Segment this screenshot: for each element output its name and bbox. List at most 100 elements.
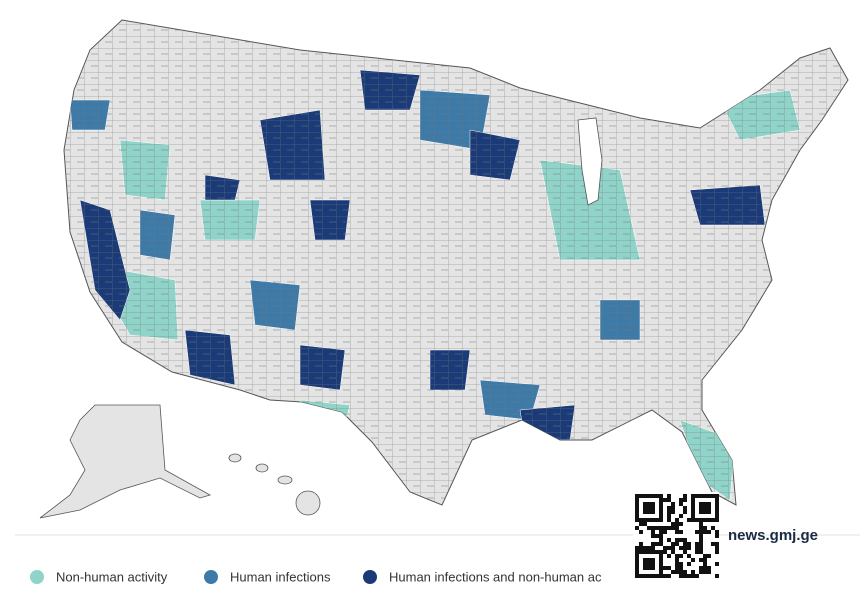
qr-module xyxy=(671,550,675,554)
qr-module xyxy=(667,518,671,522)
qr-module xyxy=(667,498,671,502)
qr-module xyxy=(651,502,655,506)
qr-module xyxy=(679,514,683,518)
qr-module xyxy=(635,498,639,502)
qr-module xyxy=(643,518,647,522)
qr-module xyxy=(651,558,655,562)
qr-module xyxy=(679,546,683,550)
qr-module xyxy=(675,526,679,530)
qr-module xyxy=(687,546,691,550)
qr-module xyxy=(647,506,651,510)
qr-module xyxy=(667,566,671,570)
qr-module xyxy=(663,530,667,534)
qr-module xyxy=(675,558,679,562)
qr-module xyxy=(659,506,663,510)
qr-module xyxy=(671,546,675,550)
qr-module xyxy=(643,510,647,514)
qr-module xyxy=(687,562,691,566)
qr-module xyxy=(659,562,663,566)
qr-module xyxy=(699,526,703,530)
qr-module xyxy=(715,574,719,578)
qr-module xyxy=(643,558,647,562)
qr-module xyxy=(679,554,683,558)
qr-module xyxy=(635,550,639,554)
qr-module xyxy=(683,546,687,550)
county-regions xyxy=(64,20,848,505)
qr-module xyxy=(695,550,699,554)
qr-module xyxy=(659,554,663,558)
qr-module xyxy=(643,522,647,526)
qr-module xyxy=(695,542,699,546)
qr-module xyxy=(675,518,679,522)
qr-module xyxy=(711,494,715,498)
qr-module xyxy=(651,494,655,498)
qr-module xyxy=(639,550,643,554)
qr-module xyxy=(691,574,695,578)
qr-module xyxy=(703,562,707,566)
qr-module xyxy=(679,530,683,534)
qr-module xyxy=(715,530,719,534)
qr-module xyxy=(659,574,663,578)
hawaii xyxy=(228,453,321,516)
qr-module xyxy=(703,510,707,514)
qr-module xyxy=(655,494,659,498)
qr-module xyxy=(659,550,663,554)
qr-module xyxy=(683,510,687,514)
qr-module xyxy=(699,494,703,498)
qr-module xyxy=(699,570,703,574)
qr-module xyxy=(695,546,699,550)
qr-module xyxy=(671,510,675,514)
qr-module xyxy=(691,558,695,562)
qr-module xyxy=(699,502,703,506)
qr-module xyxy=(663,498,667,502)
qr-module xyxy=(671,506,675,510)
qr-module xyxy=(691,570,695,574)
qr-module xyxy=(707,566,711,570)
qr-module xyxy=(715,506,719,510)
qr-module xyxy=(715,546,719,550)
qr-module xyxy=(647,546,651,550)
qr-module xyxy=(683,550,687,554)
qr-module xyxy=(711,518,715,522)
qr-module xyxy=(699,522,703,526)
qr-module xyxy=(715,514,719,518)
qr-module xyxy=(639,546,643,550)
qr-module xyxy=(651,510,655,514)
qr-module xyxy=(647,562,651,566)
qr-module xyxy=(699,558,703,562)
qr-module xyxy=(655,534,659,538)
qr-module xyxy=(659,542,663,546)
qr-module xyxy=(695,494,699,498)
qr-module xyxy=(671,570,675,574)
qr-module xyxy=(699,566,703,570)
qr-module xyxy=(643,546,647,550)
qr-module xyxy=(667,510,671,514)
qr-module xyxy=(683,494,687,498)
qr-module xyxy=(643,566,647,570)
qr-module xyxy=(663,550,667,554)
qr-module xyxy=(691,494,695,498)
lake-michigan xyxy=(577,117,603,206)
qr-module xyxy=(651,534,655,538)
qr-module xyxy=(635,518,639,522)
qr-module xyxy=(639,494,643,498)
county-borders xyxy=(64,20,848,505)
qr-module xyxy=(659,570,663,574)
qr-module xyxy=(647,502,651,506)
qr-module xyxy=(651,566,655,570)
qr-module xyxy=(675,530,679,534)
qr-module xyxy=(683,574,687,578)
qr-module xyxy=(715,510,719,514)
qr-module xyxy=(683,538,687,542)
qr-module xyxy=(679,538,683,542)
qr-module xyxy=(651,550,655,554)
qr-module xyxy=(647,510,651,514)
qr-module xyxy=(679,574,683,578)
qr-module xyxy=(707,518,711,522)
qr-module xyxy=(635,554,639,558)
qr-module xyxy=(703,494,707,498)
qr-module xyxy=(667,554,671,558)
qr-module xyxy=(683,570,687,574)
qr-module xyxy=(707,530,711,534)
